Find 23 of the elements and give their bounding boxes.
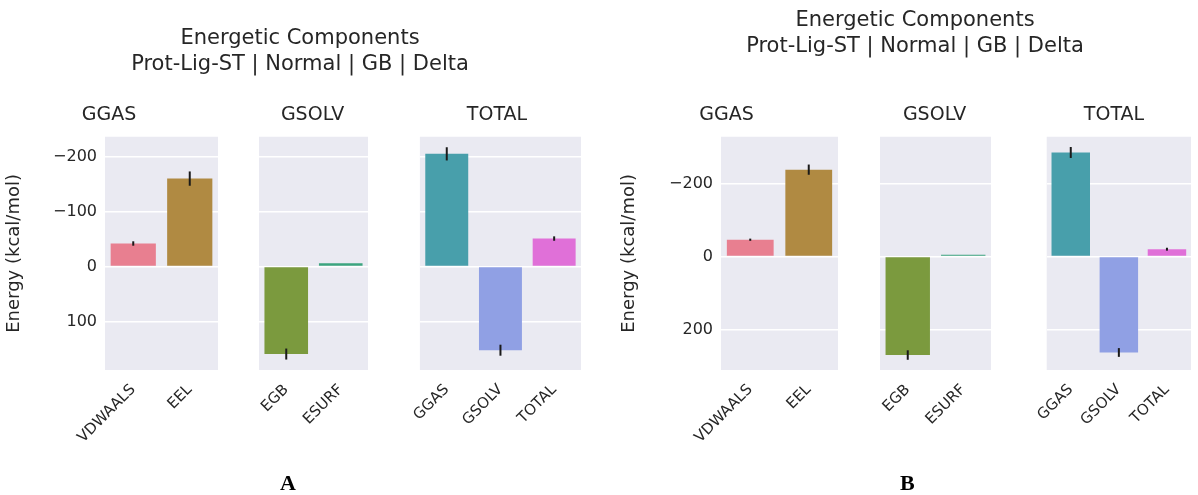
- text: A: [280, 470, 296, 495]
- y-tick-label: −200: [53, 145, 97, 165]
- text: Prot-Lig-ST | Normal | GB | Delta: [745, 32, 1085, 58]
- y-tick-label: 0: [86, 255, 97, 275]
- text: Energetic Components: [179, 24, 421, 50]
- chart-title: TOTAL: [465, 102, 528, 125]
- y-tick-label: 200: [682, 318, 713, 338]
- chart-title: GGAS: [699, 102, 754, 125]
- y-tick-label: −200: [669, 172, 713, 192]
- y-tick-label: −100: [53, 200, 97, 220]
- chart-title: GGAS: [81, 102, 137, 125]
- chart-title: GSOLV: [902, 102, 967, 125]
- y-axis-title: Energy (kcal/mol): [617, 174, 639, 333]
- text: B: [900, 470, 915, 495]
- x-tick-label: EEL: [782, 379, 815, 413]
- y-axis-title: Energy (kcal/mol): [2, 174, 24, 333]
- x-tick-label: EEL: [163, 379, 196, 413]
- text: Energetic Components: [794, 6, 1036, 32]
- chart-title: GSOLV: [280, 102, 345, 125]
- y-tick-label: 100: [66, 310, 97, 330]
- text: Prot-Lig-ST | Normal | GB | Delta: [130, 50, 470, 76]
- chart-title: TOTAL: [1082, 102, 1145, 125]
- y-tick-label: 0: [702, 245, 713, 265]
